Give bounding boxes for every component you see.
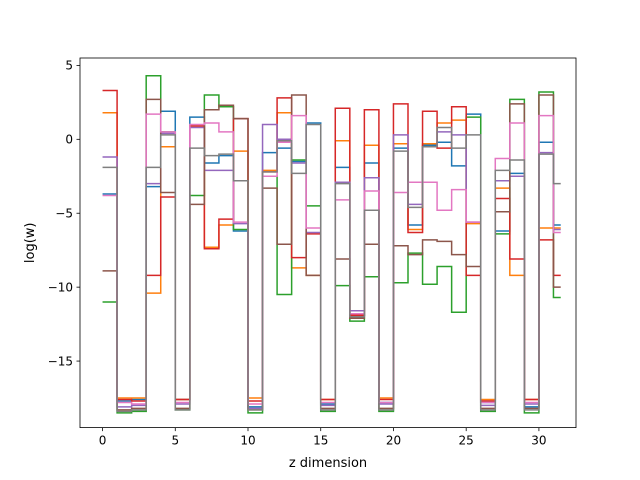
series-line-5 <box>102 123 561 410</box>
y-tick-label: 0 <box>65 133 73 147</box>
y-tick-label: −10 <box>48 280 73 294</box>
series-line-8 <box>102 123 561 413</box>
x-axis-ticks: 0 5 10 15 20 25 30 <box>99 427 547 448</box>
x-tick-label: 15 <box>313 434 328 448</box>
y-axis-ticks: −15 −10 −5 0 5 <box>48 59 80 368</box>
x-tick-label: 20 <box>386 434 401 448</box>
x-tick-label: 5 <box>171 434 179 448</box>
y-axis-label: log(w) <box>23 223 38 264</box>
y-tick-label: 5 <box>65 59 73 73</box>
x-axis-label: z dimension <box>289 456 367 471</box>
x-tick-label: 0 <box>99 434 107 448</box>
plot-frame <box>79 57 577 429</box>
y-tick-label: −5 <box>55 207 73 221</box>
x-tick-label: 25 <box>459 434 474 448</box>
x-tick-label: 10 <box>240 434 255 448</box>
series-layer <box>102 74 561 414</box>
y-tick-label: −15 <box>48 354 73 368</box>
x-tick-label: 30 <box>531 434 546 448</box>
